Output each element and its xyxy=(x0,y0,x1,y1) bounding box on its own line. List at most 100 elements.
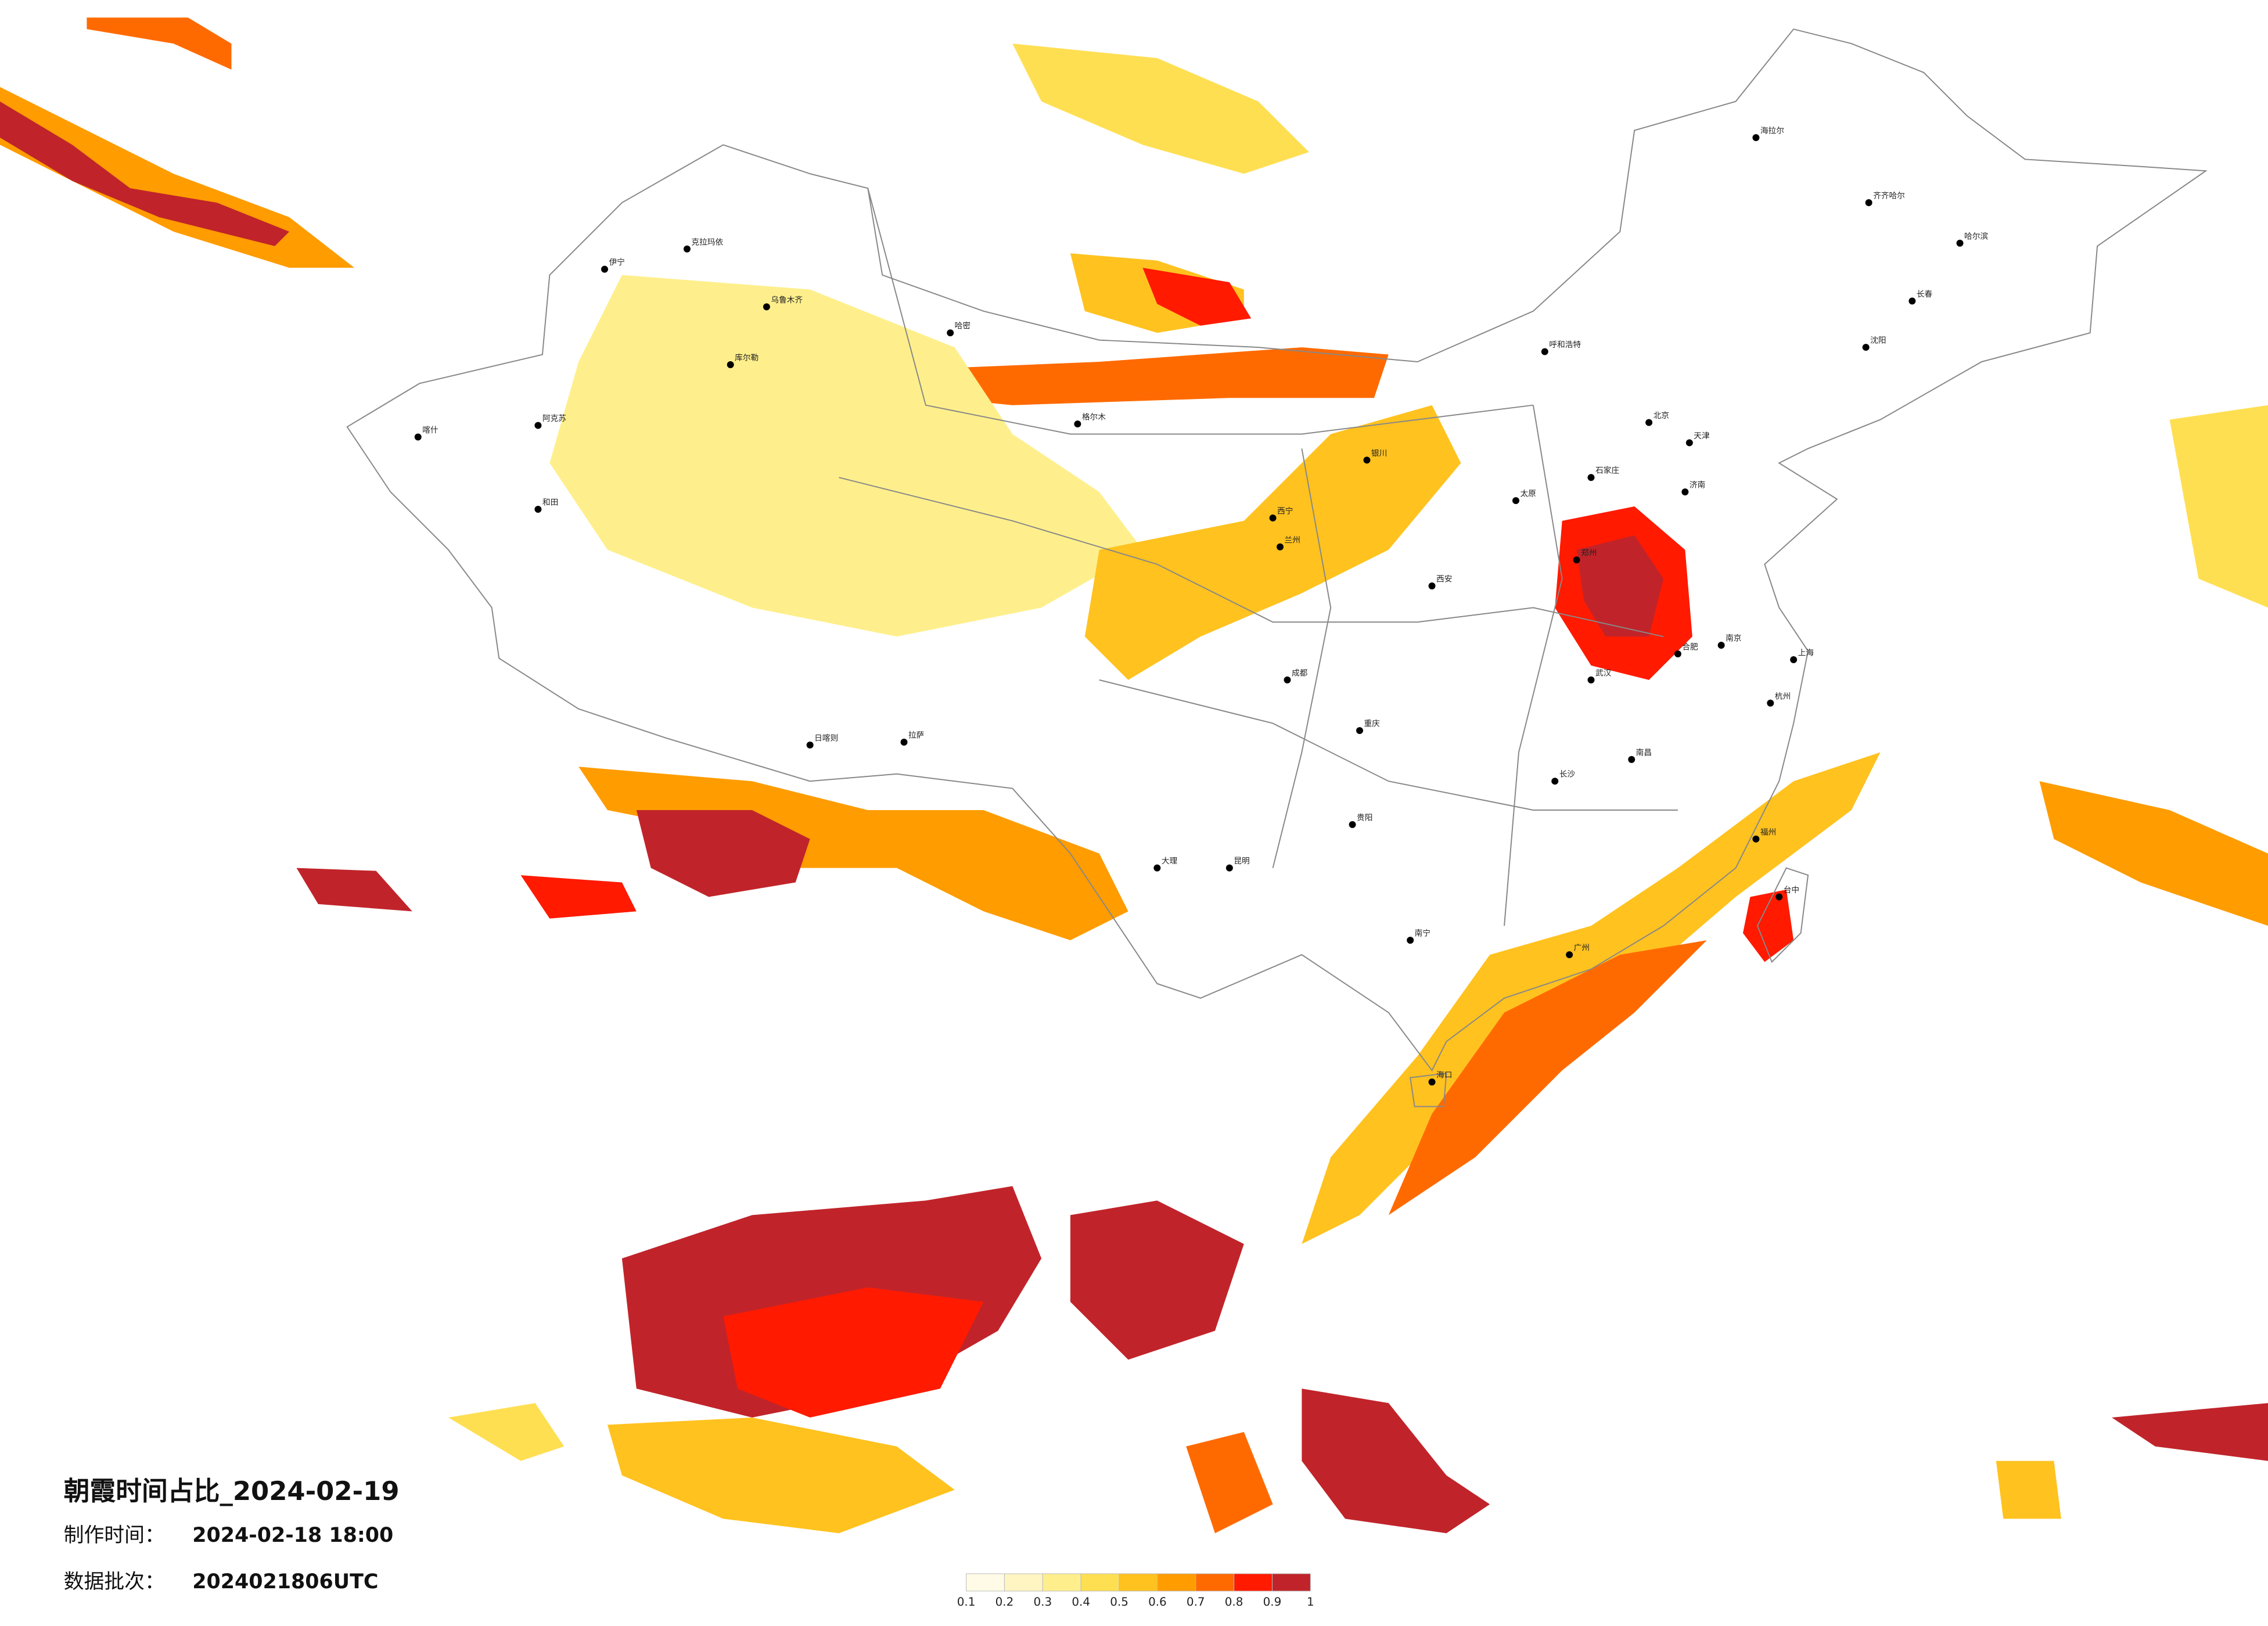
heat-area xyxy=(2039,781,2268,926)
city-label: 海口 xyxy=(1436,1071,1452,1080)
city-dot xyxy=(1225,864,1233,872)
city-dot xyxy=(1269,514,1277,521)
city-dot xyxy=(1277,543,1284,551)
city-dot xyxy=(534,422,542,429)
heat-area xyxy=(1142,268,1252,326)
legend-swatch xyxy=(1080,1573,1120,1592)
province-line xyxy=(1099,679,1678,811)
city-label: 太原 xyxy=(1520,490,1536,499)
city-dot xyxy=(414,433,422,441)
city-label: 喀什 xyxy=(422,426,438,435)
city-dot xyxy=(1153,864,1161,872)
city-label: 和田 xyxy=(542,498,558,508)
legend-tick: 0.1 xyxy=(957,1595,976,1609)
heatmap xyxy=(0,17,2268,1534)
city-label: 济南 xyxy=(1690,481,1705,490)
legend-swatch xyxy=(1195,1573,1235,1592)
city-label: 昆明 xyxy=(1234,857,1249,866)
province-line xyxy=(867,188,1533,435)
city-label: 库尔勒 xyxy=(735,353,759,362)
heat-area xyxy=(1186,1431,1273,1534)
city-dot xyxy=(1862,344,1870,351)
legend-swatch xyxy=(1157,1573,1196,1592)
city-dot xyxy=(1628,756,1636,763)
city-label: 成都 xyxy=(1292,668,1308,678)
legend: 0.1 0.2 0.3 0.4 0.5 0.6 0.7 0.8 0.9 1 xyxy=(957,1573,1314,1609)
legend-swatch xyxy=(1234,1573,1273,1592)
heat-area xyxy=(1012,44,1309,174)
city-dot xyxy=(1356,727,1363,735)
city-dot xyxy=(1752,134,1760,141)
legend-swatch xyxy=(1004,1573,1043,1592)
city-label: 大理 xyxy=(1162,857,1178,866)
city-dot xyxy=(1645,419,1653,426)
city-label: 伊宁 xyxy=(609,257,624,267)
city-label: 郑州 xyxy=(1581,549,1597,558)
borders xyxy=(346,28,2208,1107)
heat-area xyxy=(1388,940,1707,1215)
heat-area xyxy=(1996,1460,2061,1519)
heat-area xyxy=(520,875,637,919)
city-label: 贵阳 xyxy=(1357,813,1372,822)
heat-area xyxy=(607,1418,955,1534)
heat-area xyxy=(2112,1403,2268,1461)
heat-area xyxy=(0,101,290,246)
city-dot xyxy=(947,329,954,337)
city-dot xyxy=(763,303,770,311)
city-dot xyxy=(1908,297,1916,305)
city-label: 天津 xyxy=(1694,431,1710,441)
city-label: 格尔木 xyxy=(1082,413,1106,422)
heat-area xyxy=(0,87,355,268)
heat-area xyxy=(549,275,1143,637)
city-label: 南宁 xyxy=(1415,929,1430,938)
city-label: 阿克苏 xyxy=(542,414,566,423)
city-dot xyxy=(1407,937,1414,944)
city-label: 广州 xyxy=(1574,944,1590,953)
city-dot xyxy=(1775,893,1783,901)
city-label: 日喀则 xyxy=(814,733,838,743)
city-dot xyxy=(1717,642,1725,649)
city-label: 沈阳 xyxy=(1870,336,1886,346)
city-dot xyxy=(806,741,814,749)
city-label: 上海 xyxy=(1798,649,1814,658)
city-dot xyxy=(1428,582,1436,589)
legend-tick: 0.5 xyxy=(1110,1595,1128,1609)
city-label: 西宁 xyxy=(1277,506,1293,516)
city-label: 武汉 xyxy=(1595,668,1612,678)
heat-area xyxy=(1084,405,1461,680)
city-label: 长春 xyxy=(1917,290,1933,299)
city-dot xyxy=(1349,821,1356,828)
heat-area xyxy=(1070,1200,1244,1360)
city-dot xyxy=(1284,676,1291,684)
heat-area xyxy=(636,810,810,897)
legend-tick: 0.2 xyxy=(995,1595,1014,1609)
production-time-value: 2024-02-18 18:00 xyxy=(192,1524,393,1547)
island-outline xyxy=(1410,1073,1447,1107)
city-label: 长沙 xyxy=(1559,770,1576,779)
city-label: 台中 xyxy=(1784,886,1799,895)
city-dot xyxy=(1573,556,1580,564)
province-line xyxy=(1504,405,1563,926)
legend-tick: 1 xyxy=(1307,1595,1314,1609)
city-label: 哈尔滨 xyxy=(1964,232,1988,241)
legend-tick: 0.4 xyxy=(1072,1595,1090,1609)
city-label: 西安 xyxy=(1436,575,1452,584)
city-dot xyxy=(1428,1078,1436,1086)
legend-tick: 0.6 xyxy=(1148,1595,1167,1609)
city-dot xyxy=(1865,199,1872,207)
heat-area xyxy=(1576,535,1663,637)
country-outline xyxy=(346,28,2208,1072)
city-dot xyxy=(1956,239,1964,247)
city-dot xyxy=(1074,420,1081,428)
batch-value: 2024021806UTC xyxy=(192,1570,378,1593)
city-label: 石家庄 xyxy=(1595,466,1619,476)
city-dot xyxy=(1363,456,1371,464)
city-dot xyxy=(1566,951,1573,959)
city-label: 南昌 xyxy=(1636,748,1652,757)
city-label: 银川 xyxy=(1371,449,1387,458)
city-dot xyxy=(727,361,734,368)
legend-tick: 0.3 xyxy=(1033,1595,1052,1609)
map-title: 朝霞时间占比_2024-02-19 xyxy=(64,1476,400,1506)
